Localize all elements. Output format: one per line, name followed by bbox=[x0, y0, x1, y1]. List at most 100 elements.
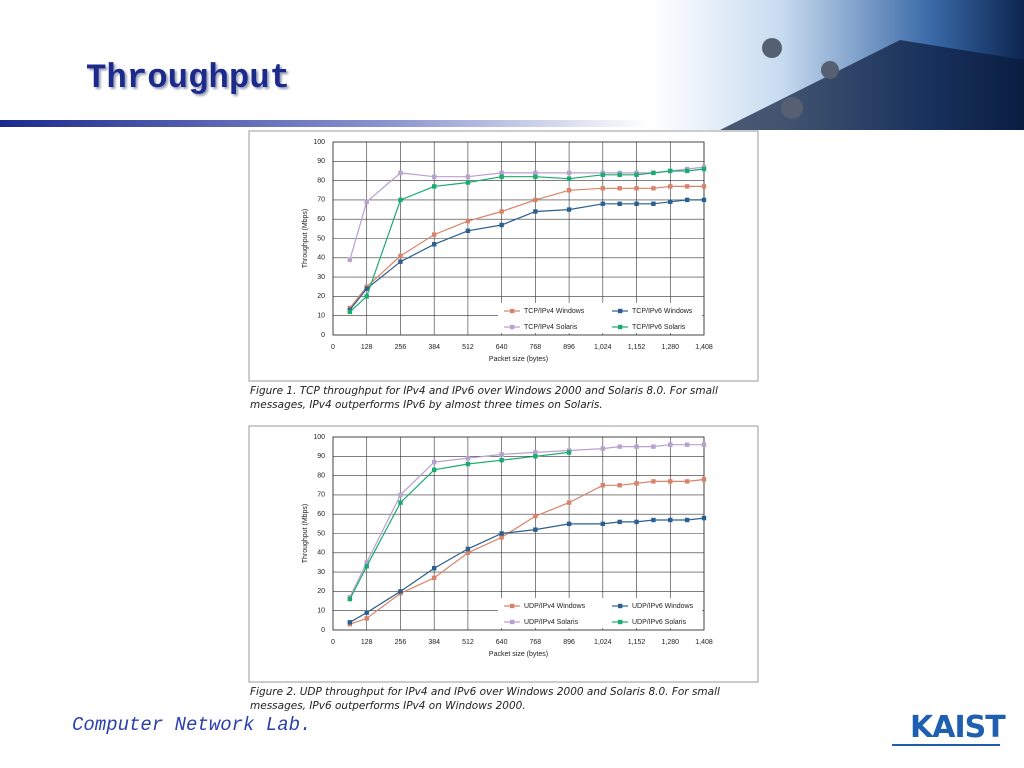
data-point bbox=[651, 444, 656, 449]
data-point bbox=[347, 257, 353, 262]
y-tick-label: 80 bbox=[317, 472, 325, 479]
data-point bbox=[465, 228, 471, 233]
data-point bbox=[651, 517, 656, 523]
header-decoration bbox=[781, 97, 803, 119]
header-decoration bbox=[821, 61, 839, 79]
data-point bbox=[600, 201, 606, 206]
y-tick-label: 100 bbox=[313, 139, 325, 146]
data-point bbox=[600, 172, 606, 178]
legend-label: TCP/IPv4 Windows bbox=[524, 308, 585, 315]
y-tick-label: 70 bbox=[317, 197, 325, 204]
y-tick-label: 0 bbox=[321, 332, 325, 339]
legend-swatch bbox=[618, 619, 623, 625]
legend-label: TCP/IPv6 Windows bbox=[632, 308, 693, 315]
legend-swatch bbox=[618, 324, 623, 330]
data-point bbox=[701, 197, 707, 203]
chart-frame bbox=[248, 425, 759, 683]
data-point bbox=[364, 294, 369, 299]
data-point bbox=[617, 519, 622, 525]
y-tick-label: 30 bbox=[317, 569, 325, 576]
data-point bbox=[347, 620, 353, 625]
data-point bbox=[465, 218, 471, 224]
x-tick-label: 0 bbox=[331, 344, 335, 351]
data-point bbox=[398, 589, 403, 594]
x-tick-label: 896 bbox=[563, 344, 575, 351]
data-point bbox=[600, 446, 606, 451]
x-tick-label: 256 bbox=[395, 639, 407, 646]
legend-box bbox=[498, 598, 702, 628]
data-point bbox=[701, 184, 707, 189]
data-point bbox=[668, 199, 673, 205]
data-point bbox=[566, 500, 572, 505]
series-line bbox=[349, 451, 570, 600]
data-point bbox=[617, 483, 622, 488]
y-tick-label: 30 bbox=[317, 274, 325, 281]
data-point bbox=[347, 596, 353, 602]
figure-caption: Figure 2. UDP throughput for IPv4 and IP… bbox=[250, 686, 720, 712]
data-point bbox=[431, 184, 437, 189]
y-tick-label: 60 bbox=[317, 511, 325, 518]
data-point bbox=[465, 546, 471, 552]
x-tick-label: 384 bbox=[428, 639, 440, 646]
legend-swatch bbox=[618, 308, 623, 314]
legend-box bbox=[498, 303, 702, 333]
slide-footer: Computer Network Lab. bbox=[72, 714, 312, 736]
data-point bbox=[634, 172, 639, 178]
x-tick-label: 896 bbox=[563, 639, 575, 646]
data-point bbox=[566, 170, 572, 176]
data-point bbox=[364, 560, 369, 565]
title-underline bbox=[0, 120, 650, 127]
data-point bbox=[617, 201, 622, 206]
data-point bbox=[499, 222, 504, 228]
legend-swatch bbox=[618, 603, 623, 609]
data-point bbox=[465, 456, 471, 461]
data-point bbox=[431, 467, 437, 473]
data-point bbox=[431, 566, 437, 571]
data-point bbox=[533, 170, 538, 176]
x-tick-label: 1,408 bbox=[695, 639, 713, 646]
x-tick-label: 768 bbox=[530, 344, 542, 351]
y-tick-label: 10 bbox=[317, 608, 325, 615]
data-point bbox=[668, 479, 673, 484]
y-tick-label: 50 bbox=[317, 235, 325, 242]
legend-label: TCP/IPv4 Solaris bbox=[524, 324, 578, 331]
data-point bbox=[651, 186, 656, 191]
data-point bbox=[668, 168, 673, 174]
data-point bbox=[364, 616, 369, 621]
data-point bbox=[499, 457, 504, 463]
y-tick-label: 90 bbox=[317, 453, 325, 460]
legend-swatch bbox=[510, 603, 515, 609]
y-tick-label: 60 bbox=[317, 216, 325, 223]
data-point bbox=[634, 201, 639, 206]
data-point bbox=[701, 477, 707, 482]
y-tick-label: 80 bbox=[317, 177, 325, 184]
y-tick-label: 0 bbox=[321, 627, 325, 634]
x-tick-label: 1,152 bbox=[628, 344, 646, 351]
data-point bbox=[566, 450, 572, 455]
data-point bbox=[701, 515, 707, 521]
data-point bbox=[533, 513, 538, 519]
data-point bbox=[431, 575, 437, 581]
y-tick-label: 10 bbox=[317, 313, 325, 320]
x-tick-label: 512 bbox=[462, 639, 474, 646]
data-point bbox=[684, 479, 690, 484]
data-point bbox=[668, 517, 673, 523]
data-point bbox=[684, 197, 690, 203]
plot-border bbox=[332, 436, 705, 631]
x-tick-label: 1,024 bbox=[594, 639, 612, 646]
data-point bbox=[499, 209, 504, 214]
data-point bbox=[684, 184, 690, 189]
data-point bbox=[533, 174, 538, 179]
data-point bbox=[499, 174, 504, 179]
x-tick-label: 640 bbox=[496, 344, 508, 351]
data-point bbox=[431, 174, 437, 179]
data-point bbox=[431, 242, 437, 247]
x-tick-label: 1,024 bbox=[594, 344, 612, 351]
x-tick-label: 1,152 bbox=[628, 639, 646, 646]
figure-caption: Figure 1. TCP throughput for IPv4 and IP… bbox=[250, 385, 718, 411]
y-axis-label: Throughput (Mbps) bbox=[302, 209, 309, 269]
data-point bbox=[364, 286, 369, 291]
data-point bbox=[617, 186, 622, 191]
slide-title: Throughput bbox=[86, 60, 291, 98]
